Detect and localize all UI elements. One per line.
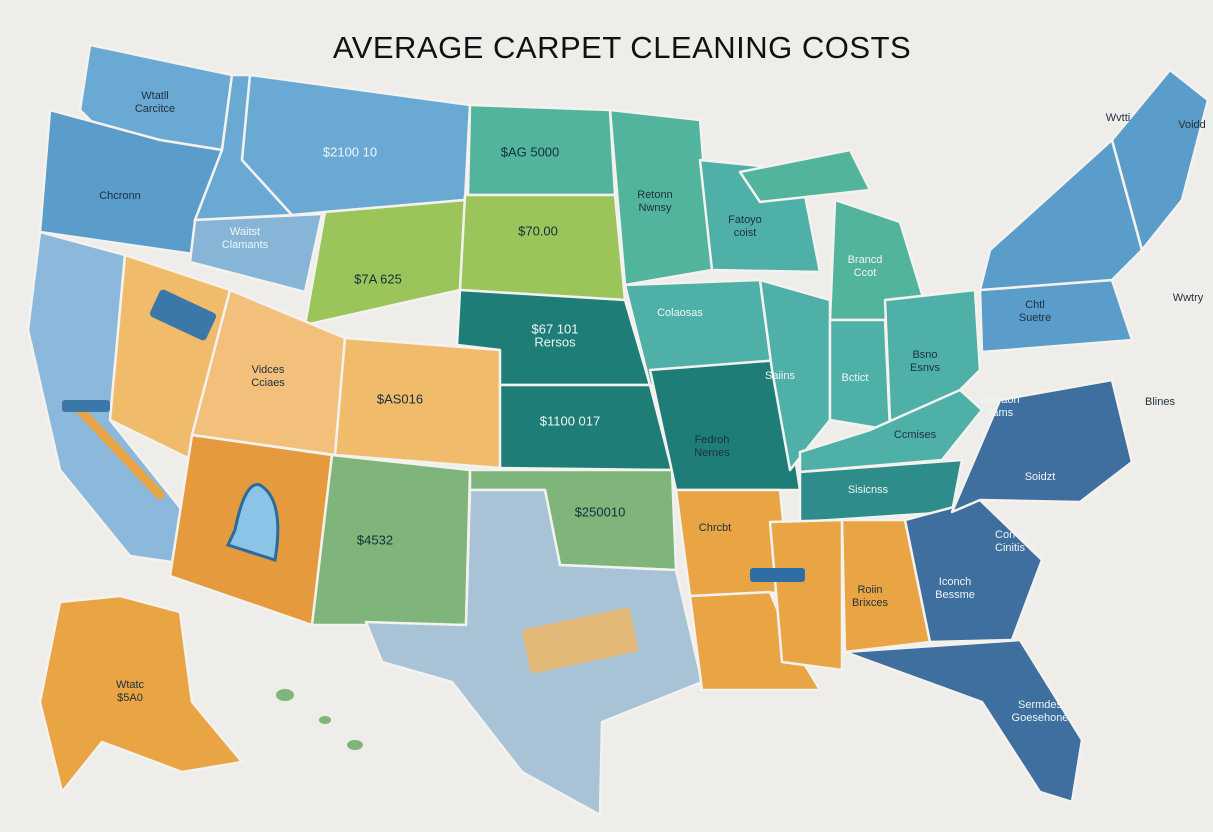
region-label: Nernes (694, 447, 730, 459)
region-label: Corrts (995, 529, 1025, 541)
region-label: Cinitis (995, 542, 1025, 554)
region-label: Jams (987, 407, 1014, 419)
region-label: $1100 017 (540, 413, 601, 428)
region-label: Carcitce (135, 103, 175, 115)
region-label: Brixces (852, 597, 889, 609)
region-label: Vidces (252, 364, 285, 376)
tool-icon (62, 400, 110, 412)
region-label: Voidd (1178, 119, 1206, 131)
map-title: AVERAGE CARPET CLEANING COSTS (333, 30, 911, 65)
region-label: $2100 10 (323, 144, 377, 159)
state (950, 378, 1134, 514)
region-label: Retonn (637, 189, 672, 201)
region-label: Wtatll (141, 90, 169, 102)
region-label: Chcronn (99, 190, 141, 202)
region-label: Rersos (534, 334, 576, 349)
region-label: Ccot (854, 267, 877, 279)
region-label: Goesehone (1012, 712, 1069, 724)
tool-icon (225, 483, 280, 562)
region-label: $67 101 (532, 321, 579, 336)
region-label: coist (734, 227, 757, 239)
island (276, 689, 294, 701)
region-label: Bessme (935, 589, 975, 601)
region-label: Colaosas (657, 307, 703, 319)
tools (62, 289, 805, 674)
region-label: Saiins (765, 370, 795, 382)
region-label: Esnvs (910, 362, 940, 374)
region-label: Ccmises (894, 429, 937, 441)
island (347, 740, 363, 750)
region-label: Nwnsy (638, 202, 672, 214)
region-label: Sermdes (1018, 699, 1063, 711)
state (303, 198, 467, 327)
region-label: $AG 5000 (501, 144, 560, 159)
region-label: Bctict (842, 372, 869, 384)
region-label: $250010 (575, 504, 626, 519)
state (978, 278, 1134, 354)
state (738, 148, 872, 204)
region-label: Roiin (857, 584, 882, 596)
region-label: Waitst (230, 226, 260, 238)
region-label: Wwtry (1173, 292, 1204, 304)
region-label: $7A 625 (354, 271, 402, 286)
region-label: $70.00 (518, 223, 558, 238)
region-label: Chrcbt (699, 522, 731, 534)
region-label: Soidzt (1025, 471, 1056, 483)
region-label: Bsno (912, 349, 937, 361)
state (978, 138, 1144, 292)
region-label: Iconch (939, 576, 971, 588)
tool-icon (522, 607, 638, 674)
island (319, 716, 331, 724)
tool-icon (149, 289, 217, 341)
region-label: Cciaes (251, 377, 285, 389)
region-label: $5A0 (117, 692, 143, 704)
state (843, 638, 1084, 804)
state (768, 518, 844, 672)
region-label: Sisicnss (848, 484, 889, 496)
region-label: Fatoyo (728, 214, 762, 226)
state (1110, 68, 1210, 252)
region-label: Suetre (1019, 312, 1051, 324)
state (903, 498, 1044, 644)
region-label: $4532 (357, 532, 393, 547)
region-label: Wvtti (1106, 112, 1130, 124)
state (38, 594, 244, 794)
states (26, 43, 1210, 817)
region-label: Clamants (222, 239, 269, 251)
region-label: Chtl (1025, 299, 1045, 311)
state (458, 193, 627, 302)
state (188, 212, 324, 294)
region-label: $AS016 (377, 391, 423, 406)
region-label: Fedroh (695, 434, 730, 446)
state (758, 278, 832, 472)
region-label: Brancd (848, 254, 883, 266)
region-label: Wtatc (116, 679, 145, 691)
tool-icon (750, 568, 805, 582)
tool-icon (75, 405, 165, 500)
region-label: Blines (1145, 396, 1175, 408)
region-label: Ilhe aon (980, 394, 1019, 406)
